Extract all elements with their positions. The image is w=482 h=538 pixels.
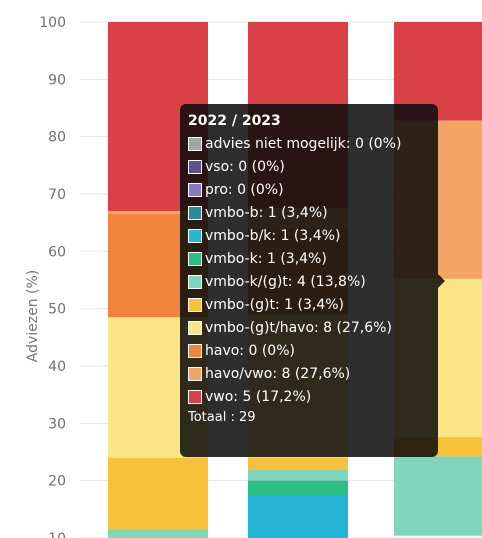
legend-swatch [188, 320, 202, 335]
tooltip-total: Totaal : 29 [188, 410, 256, 425]
legend-swatch [188, 366, 202, 381]
legend-swatch [188, 251, 202, 266]
legend-swatch [188, 159, 202, 174]
tooltip-item: vmbo-(g)t: 1 (3,4%) [188, 293, 430, 316]
y-tick-label: 100 [39, 15, 66, 31]
tooltip-title: 2022 / 2023 [188, 113, 281, 129]
y-axis: 10 20 30 40 50 60 70 80 90 100 [39, 15, 66, 538]
tooltip-caret [438, 274, 445, 288]
y-tick-label: 50 [48, 302, 66, 318]
tooltip-item: havo/vwo: 8 (27,6%) [188, 362, 430, 385]
tooltip-item: vmbo-(g)t/havo: 8 (27,6%) [188, 316, 430, 339]
tooltip-item: advies niet mogelijk: 0 (0%) [188, 132, 430, 155]
bar-3-segment-vmbo-k-g-t[interactable] [394, 456, 482, 536]
bar-1-segment-vmbo-g-t[interactable] [108, 457, 208, 530]
tooltip-item-label: vmbo-(g)t/havo: 8 (27,6%) [205, 319, 392, 336]
bar-1-segment-havo-vwo[interactable] [108, 211, 208, 215]
tooltip-item-label: vmbo-k/(g)t: 4 (13,8%) [205, 273, 366, 290]
tooltip-item: vmbo-k: 1 (3,4%) [188, 247, 430, 270]
legend-swatch [188, 228, 202, 243]
bar-2-segment-vmbo-k[interactable] [248, 480, 348, 495]
tooltip-item-label: havo: 0 (0%) [205, 342, 295, 359]
tooltip-item: vmbo-k/(g)t: 4 (13,8%) [188, 270, 430, 293]
y-tick-label: 80 [48, 130, 66, 146]
y-tick-label: 20 [48, 474, 66, 490]
tooltip-items: advies niet mogelijk: 0 (0%) vso: 0 (0%) p… [188, 132, 430, 408]
legend-swatch [188, 389, 202, 404]
tooltip-item-label: advies niet mogelijk: 0 (0%) [205, 135, 402, 152]
tooltip-item-label: vmbo-b: 1 (3,4%) [205, 204, 328, 221]
legend-swatch [188, 136, 202, 151]
bar-1-segment-vmbo-k-g-t[interactable] [108, 529, 208, 538]
tooltip-item: havo: 0 (0%) [188, 339, 430, 362]
y-tick-label: 40 [48, 359, 66, 375]
tooltip-item: vmbo-b/k: 1 (3,4%) [188, 224, 430, 247]
legend-swatch [188, 274, 202, 289]
legend-swatch [188, 205, 202, 220]
legend-swatch [188, 297, 202, 312]
tooltip-item-label: vso: 0 (0%) [205, 158, 285, 175]
tooltip-item: pro: 0 (0%) [188, 178, 430, 201]
y-tick-label: 90 [48, 72, 66, 88]
tooltip-item: vmbo-b: 1 (3,4%) [188, 201, 430, 224]
bar-2-segment-vmbo-g-t[interactable] [248, 457, 348, 470]
y-tick-label: 70 [48, 187, 66, 203]
tooltip-item-label: vmbo-k: 1 (3,4%) [205, 250, 327, 267]
bar-2-segment-vmbo-k-g-t[interactable] [248, 469, 348, 481]
legend-swatch [188, 182, 202, 197]
y-axis-label: Adviezen (%) [25, 270, 41, 363]
tooltip: 2022 / 2023 advies niet mogelijk: 0 (0%)… [180, 104, 445, 457]
tooltip-item-label: vwo: 5 (17,2%) [205, 388, 312, 405]
y-tick-label: 60 [48, 244, 66, 260]
tooltip-item: vwo: 5 (17,2%) [188, 385, 430, 408]
y-tick-label: 10 [48, 531, 66, 538]
y-tick-label: 30 [48, 416, 66, 432]
tooltip-item-label: vmbo-b/k: 1 (3,4%) [205, 227, 341, 244]
legend-swatch [188, 343, 202, 358]
tooltip-item: vso: 0 (0%) [188, 155, 430, 178]
tooltip-item-label: havo/vwo: 8 (27,6%) [205, 365, 351, 382]
tooltip-item-label: pro: 0 (0%) [205, 181, 284, 198]
bar-2-segment-vmbo-b-k[interactable] [248, 495, 348, 538]
tooltip-item-label: vmbo-(g)t: 1 (3,4%) [205, 296, 345, 313]
